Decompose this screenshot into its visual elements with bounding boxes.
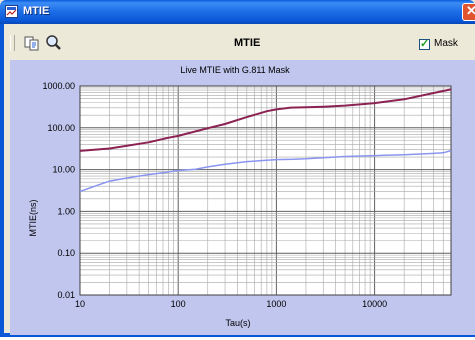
toolbar-title: MTIE xyxy=(234,37,261,49)
x-tick-label: 1000 xyxy=(266,299,286,309)
y-tick-label: 1.00 xyxy=(57,206,75,216)
copy-icon xyxy=(24,36,39,51)
plot-border xyxy=(79,85,452,296)
y-tick-label: 100.00 xyxy=(47,123,75,133)
plot-background xyxy=(80,86,451,295)
checkmark-icon: ✓ xyxy=(420,38,430,50)
chart-title: Live MTIE with G.811 Mask xyxy=(180,65,290,75)
magnifier-icon xyxy=(46,35,61,50)
y-axis-label: MTIE(ns) xyxy=(28,199,38,236)
toolbar-grip[interactable] xyxy=(10,35,15,51)
copy-button[interactable] xyxy=(22,33,42,53)
y-tick-label: 0.10 xyxy=(57,248,75,258)
mask-label[interactable]: Mask xyxy=(434,38,458,49)
mtie-chart: Live MTIE with G.811 Mask Tau(s) MTIE(ns… xyxy=(28,65,452,328)
x-axis-label: Tau(s) xyxy=(225,318,250,328)
x-tick-label: 100 xyxy=(171,299,186,309)
close-icon: ✕ xyxy=(466,3,475,18)
title-bar[interactable]: MTIE ✕ xyxy=(0,0,475,24)
y-tick-label: 0.01 xyxy=(57,290,75,300)
chart-area: Live MTIE with G.811 Mask Tau(s) MTIE(ns… xyxy=(10,60,475,335)
zoom-button[interactable] xyxy=(44,33,64,53)
mask-series-line xyxy=(79,88,452,152)
window-title: MTIE xyxy=(23,5,50,17)
y-tick-label: 10.00 xyxy=(52,165,75,175)
mtie-series-line xyxy=(79,149,452,193)
y-tick-label: 1000.00 xyxy=(42,81,75,91)
app-icon xyxy=(5,5,18,18)
mask-checkbox[interactable]: ✓ xyxy=(419,38,430,50)
window-frame-bottom xyxy=(0,333,475,337)
toolbar: MTIE ✓ Mask xyxy=(8,28,475,58)
window-frame-left xyxy=(0,24,4,337)
x-tick-label: 10 xyxy=(75,299,85,309)
close-button[interactable]: ✕ xyxy=(462,3,475,21)
x-tick-label: 10000 xyxy=(362,299,387,309)
